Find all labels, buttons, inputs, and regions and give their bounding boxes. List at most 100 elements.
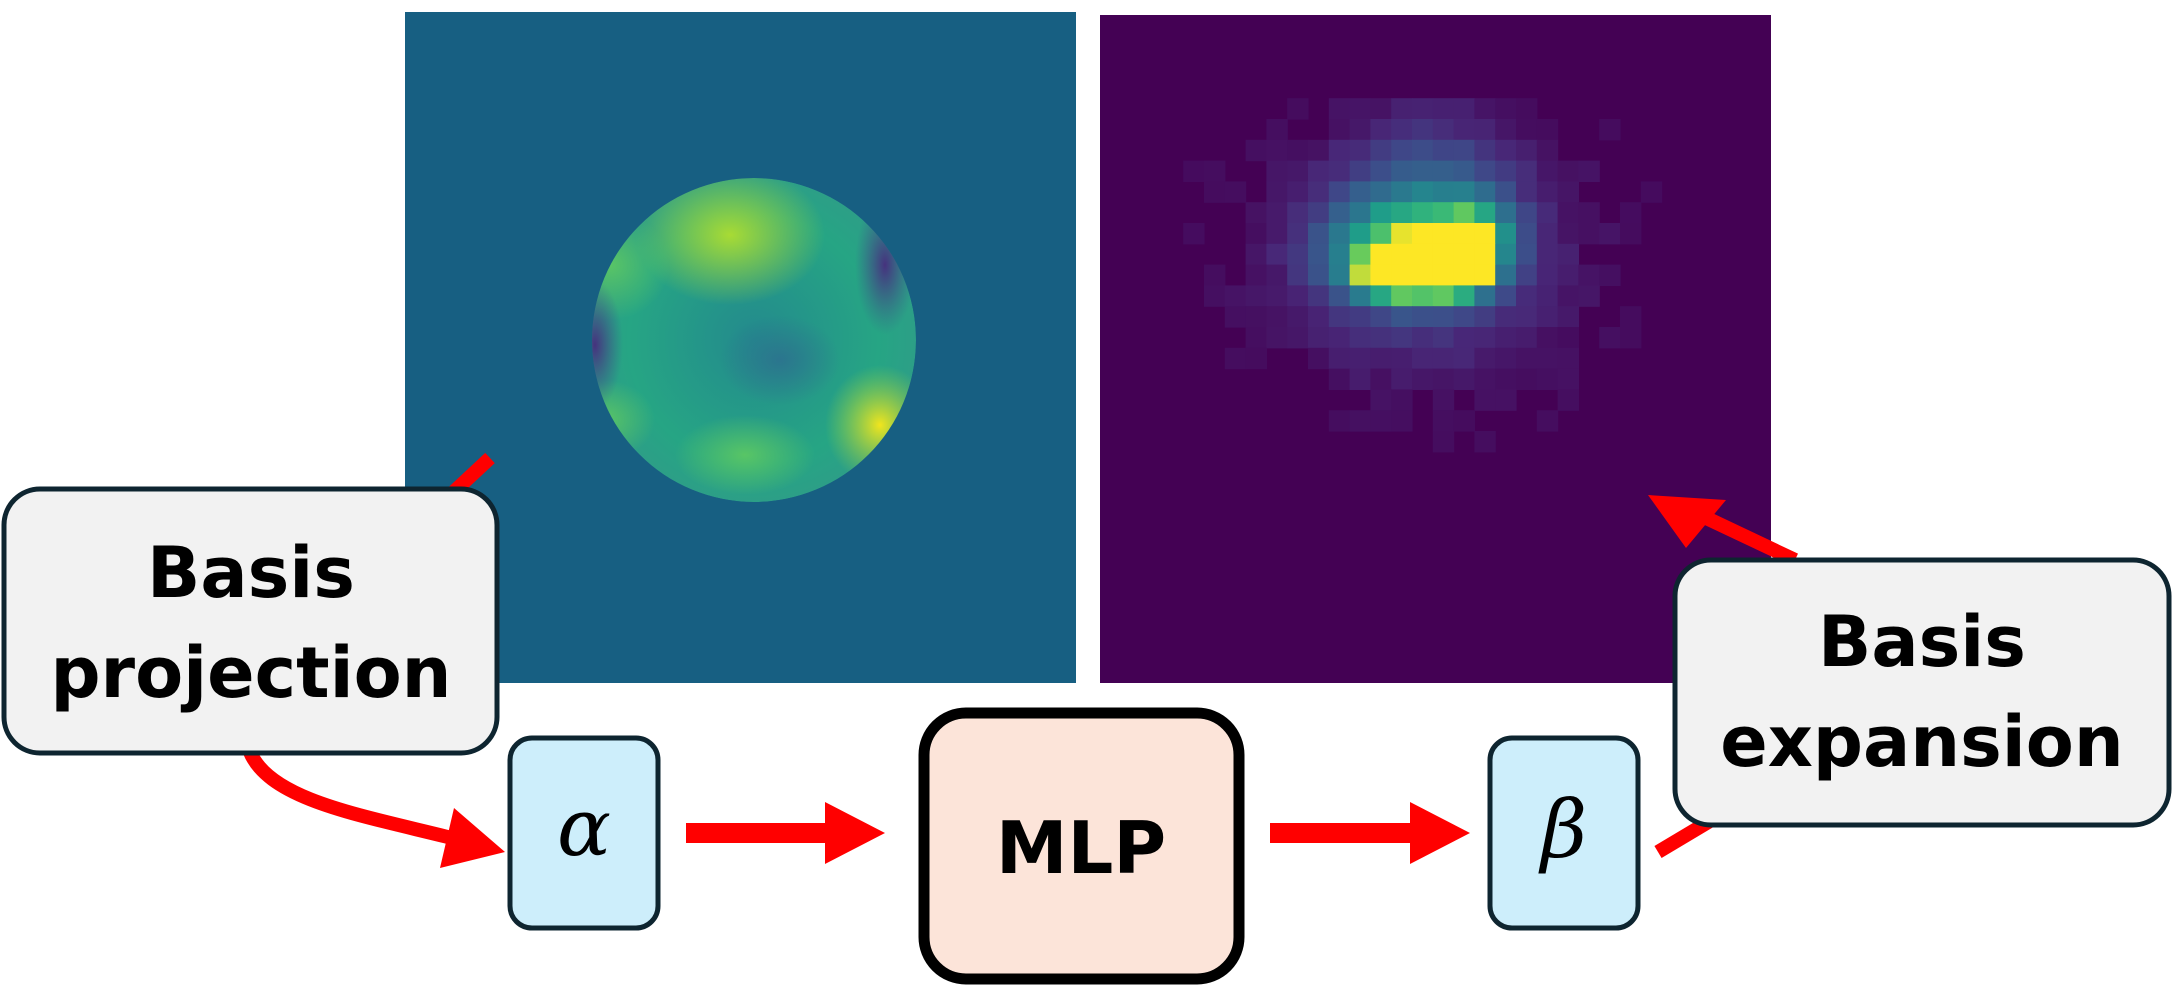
heatmap-pixel <box>1266 181 1288 203</box>
heatmap-pixel <box>1412 119 1434 141</box>
heatmap-pixel <box>1432 98 1455 120</box>
input-field-panel <box>405 12 1076 683</box>
heatmap-pixel <box>1453 139 1475 162</box>
heatmap-pixel <box>1495 327 1517 349</box>
heatmap-pixel <box>1349 347 1371 370</box>
heatmap-pixel <box>1370 264 1392 286</box>
heatmap-pixel <box>1453 285 1475 307</box>
heatmap-pixel <box>1412 327 1434 349</box>
heatmap-pixel <box>1349 327 1371 349</box>
arrow-projection-to-alpha <box>243 748 454 845</box>
heatmap-pixel <box>1599 327 1621 349</box>
heatmap-pixel <box>1599 264 1621 286</box>
heatmap-pixel <box>1308 347 1330 370</box>
heatmap-pixel <box>1412 223 1434 245</box>
heatmap-pixel <box>1349 223 1371 245</box>
heatmap-pixel <box>1495 243 1517 266</box>
heatmap-pixel <box>1412 243 1434 266</box>
heatmap-pixel <box>1453 243 1475 266</box>
heatmap-pixel <box>1432 389 1455 411</box>
heatmap-pixel <box>1370 347 1392 370</box>
heatmap-pixel <box>1474 160 1496 182</box>
heatmap-pixel <box>1266 306 1288 328</box>
heatmap-pixel <box>1453 98 1475 120</box>
heatmap-pixel <box>1453 160 1475 182</box>
heatmap-pixel <box>1328 160 1351 182</box>
heatmap-pixel <box>1474 285 1496 307</box>
arrow-head-beta <box>1410 802 1470 864</box>
heatmap-pixel <box>1245 306 1267 328</box>
heatmap-pixel <box>1349 139 1371 162</box>
mlp-label: MLP <box>996 806 1166 890</box>
heatmap-pixel <box>1578 264 1600 286</box>
heatmap-pixel <box>1349 410 1371 432</box>
heatmap-pixel <box>1328 327 1351 349</box>
heatmap-pixel <box>1412 160 1434 182</box>
heatmap-pixel <box>1453 306 1475 328</box>
heatmap-pixel <box>1495 347 1517 370</box>
heatmap-pixel <box>1328 181 1351 203</box>
heatmap-pixel <box>1453 181 1475 203</box>
heatmap-pixel <box>1391 368 1413 390</box>
heatmap-pixel <box>1536 410 1559 432</box>
heatmap-pixel <box>1536 285 1559 307</box>
heatmap-pixel <box>1328 285 1351 307</box>
heatmap-pixel <box>1412 285 1434 307</box>
heatmap-pixel <box>1370 285 1392 307</box>
heatmap-pixel <box>1474 223 1496 245</box>
heatmap-pixel <box>1224 285 1247 307</box>
heatmap-pixel <box>1308 160 1330 182</box>
heatmap-pixel <box>1391 119 1413 141</box>
arrow-head-mlp <box>825 802 885 864</box>
heatmap-pixel <box>1412 181 1434 203</box>
heatmap-pixel <box>1620 223 1642 245</box>
heatmap-pixel <box>1412 98 1434 120</box>
heatmap-pixel <box>1557 181 1579 203</box>
heatmap-pixel <box>1349 98 1371 120</box>
heatmap-pixel <box>1536 368 1559 390</box>
heatmap-pixel <box>1620 327 1642 349</box>
heatmap-pixel <box>1370 160 1392 182</box>
heatmap-pixel <box>1578 160 1600 182</box>
heatmap-pixel <box>1536 202 1559 224</box>
heatmap-pixel <box>1266 264 1288 286</box>
heatmap-pixel <box>1536 327 1559 349</box>
arrow-head-alpha <box>440 808 505 868</box>
basis-projection-label-line2: projection <box>50 632 451 714</box>
heatmap-pixel <box>1370 389 1392 411</box>
heatmap-pixel <box>1204 264 1226 286</box>
heatmap-pixel <box>1349 368 1371 390</box>
heatmap-pixel <box>1536 264 1559 286</box>
beta-coefficients-box: β <box>1487 735 1641 931</box>
heatmap-pixel <box>1536 139 1559 162</box>
heatmap-pixel <box>1516 160 1538 182</box>
heatmap-pixel <box>1224 181 1247 203</box>
heatmap-pixel <box>1349 202 1371 224</box>
output-heatmap-pixels <box>1183 98 1663 453</box>
heatmap-pixel <box>1370 410 1392 432</box>
heatmap-pixel <box>1495 389 1517 411</box>
heatmap-pixel <box>1287 181 1309 203</box>
heatmap-pixel <box>1308 264 1330 286</box>
heatmap-pixel <box>1474 202 1496 224</box>
heatmap-pixel <box>1328 410 1351 432</box>
heatmap-pixel <box>1370 139 1392 162</box>
heatmap-pixel <box>1412 347 1434 370</box>
heatmap-pixel <box>1308 306 1330 328</box>
heatmap-pixel <box>1474 389 1496 411</box>
heatmap-pixel <box>1287 139 1309 162</box>
heatmap-pixel <box>1245 327 1267 349</box>
heatmap-pixel <box>1412 306 1434 328</box>
heatmap-pixel <box>1287 243 1309 266</box>
heatmap-pixel <box>1640 181 1663 203</box>
heatmap-pixel <box>1391 306 1413 328</box>
alpha-coefficients-box: α <box>507 735 661 931</box>
heatmap-pixel <box>1370 98 1392 120</box>
heatmap-pixel <box>1370 223 1392 245</box>
heatmap-pixel <box>1432 285 1455 307</box>
heatmap-pixel <box>1308 223 1330 245</box>
heatmap-pixel <box>1328 139 1351 162</box>
heatmap-pixel <box>1328 98 1351 120</box>
